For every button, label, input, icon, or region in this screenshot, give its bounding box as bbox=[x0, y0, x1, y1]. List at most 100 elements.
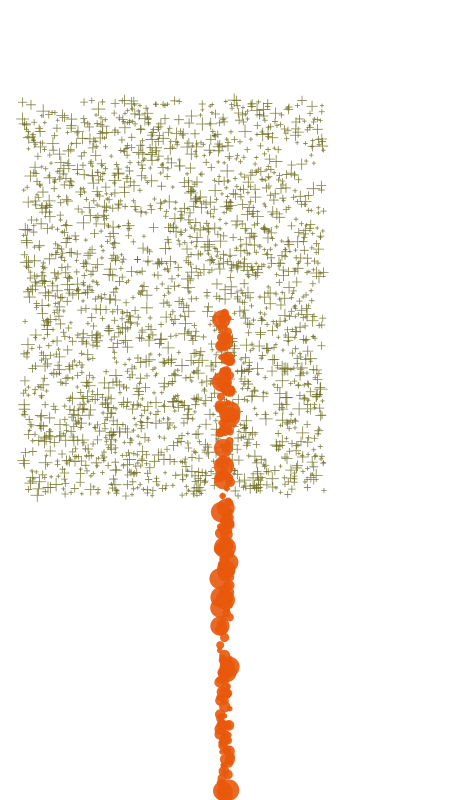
plus-point bbox=[183, 284, 192, 292]
plus-point bbox=[277, 121, 284, 128]
plus-point bbox=[53, 363, 66, 376]
plus-point bbox=[109, 432, 116, 439]
plus-point bbox=[41, 401, 49, 409]
plus-point bbox=[36, 344, 43, 350]
plus-point bbox=[52, 336, 62, 346]
plus-point bbox=[237, 139, 243, 145]
plus-point bbox=[163, 265, 172, 273]
plus-point bbox=[266, 365, 278, 377]
plus-point bbox=[93, 421, 102, 429]
plus-point bbox=[58, 217, 63, 222]
plus-point bbox=[87, 160, 94, 167]
plus-point bbox=[69, 141, 74, 146]
plus-point bbox=[61, 490, 69, 498]
plus-point bbox=[292, 345, 299, 352]
plus-point bbox=[321, 460, 326, 465]
plus-point bbox=[286, 419, 291, 424]
plus-point bbox=[152, 196, 157, 202]
plus-point bbox=[133, 207, 139, 212]
plus-point bbox=[256, 99, 261, 105]
plus-point bbox=[308, 474, 319, 485]
plus-point bbox=[283, 420, 292, 428]
plus-point bbox=[84, 383, 90, 389]
circle-point bbox=[222, 590, 229, 597]
plus-point bbox=[217, 255, 224, 261]
plus-point bbox=[240, 238, 253, 251]
plus-point bbox=[40, 260, 46, 266]
plus-point bbox=[45, 342, 52, 349]
plus-point bbox=[293, 254, 299, 261]
plus-point bbox=[138, 286, 148, 296]
plus-point bbox=[232, 262, 243, 273]
plus-point bbox=[39, 395, 44, 400]
plus-point bbox=[68, 394, 74, 400]
plus-point bbox=[147, 202, 153, 209]
plus-point bbox=[81, 298, 86, 303]
plus-point bbox=[104, 403, 113, 413]
plus-point bbox=[318, 270, 324, 276]
plus-point bbox=[171, 404, 176, 409]
plus-point bbox=[88, 136, 99, 147]
plus-point bbox=[18, 117, 31, 131]
plus-point bbox=[249, 479, 260, 491]
plus-point bbox=[86, 371, 93, 379]
plus-point bbox=[182, 456, 189, 462]
plus-point bbox=[32, 244, 37, 250]
plus-point bbox=[199, 394, 213, 407]
plus-point bbox=[210, 128, 216, 135]
plus-point bbox=[101, 182, 111, 192]
plus-point bbox=[306, 100, 318, 112]
plus-point bbox=[143, 469, 152, 478]
plus-point bbox=[71, 231, 80, 241]
plus-point bbox=[316, 232, 325, 241]
plus-point bbox=[81, 348, 94, 361]
plus-point bbox=[304, 126, 311, 133]
plus-point bbox=[135, 373, 146, 384]
plus-point bbox=[313, 243, 324, 255]
plus-point bbox=[246, 453, 252, 459]
plus-point bbox=[70, 375, 75, 381]
plus-point bbox=[162, 102, 168, 109]
plus-point bbox=[33, 177, 41, 186]
plus-point bbox=[102, 292, 107, 297]
plus-point bbox=[123, 403, 130, 410]
plus-point bbox=[109, 192, 114, 197]
plus-point bbox=[302, 337, 309, 344]
plus-point bbox=[306, 219, 316, 230]
plus-point bbox=[96, 455, 101, 461]
plus-point bbox=[288, 485, 296, 493]
plus-point bbox=[117, 390, 123, 395]
plus-point bbox=[176, 240, 183, 248]
plus-point bbox=[120, 309, 125, 315]
plus-point bbox=[228, 268, 234, 274]
plus-point bbox=[262, 461, 270, 469]
plus-point bbox=[125, 166, 134, 175]
plus-point bbox=[288, 381, 294, 386]
plus-point bbox=[87, 142, 99, 154]
plus-point bbox=[303, 420, 311, 428]
plus-point bbox=[74, 288, 79, 293]
plus-point bbox=[240, 386, 245, 391]
plus-point bbox=[24, 184, 30, 190]
plus-point bbox=[78, 416, 83, 421]
plus-point bbox=[118, 333, 133, 348]
plus-point bbox=[140, 396, 145, 401]
plus-point bbox=[226, 155, 232, 161]
plus-point bbox=[177, 128, 189, 140]
plus-point bbox=[46, 320, 51, 325]
plus-point bbox=[217, 217, 222, 222]
circle-point bbox=[216, 392, 225, 401]
plus-point bbox=[68, 448, 77, 456]
plus-point bbox=[292, 126, 304, 138]
plus-point bbox=[193, 393, 203, 403]
plus-point bbox=[75, 171, 80, 176]
plus-point bbox=[291, 277, 302, 287]
plus-point bbox=[302, 335, 311, 344]
plus-point bbox=[88, 97, 95, 104]
plus-point bbox=[202, 158, 210, 166]
plus-point bbox=[177, 207, 185, 216]
plus-point bbox=[173, 260, 178, 265]
plus-point bbox=[193, 244, 199, 249]
plus-point bbox=[288, 411, 294, 417]
plus-point bbox=[170, 458, 178, 466]
